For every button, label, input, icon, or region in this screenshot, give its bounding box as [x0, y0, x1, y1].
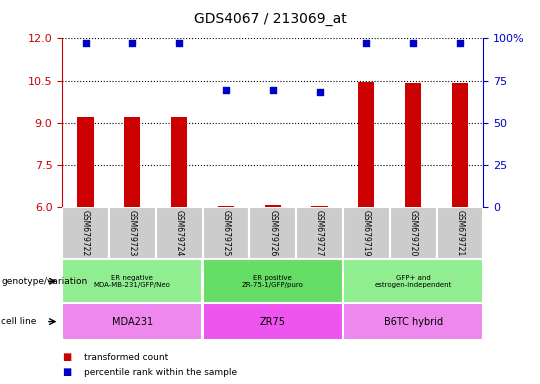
Point [362, 40, 370, 46]
Text: MDA231: MDA231 [112, 316, 153, 327]
Point [409, 40, 417, 46]
Bar [405, 83, 421, 207]
Bar [249, 207, 296, 259]
Point [81, 40, 90, 46]
Text: ER positive
ZR-75-1/GFP/puro: ER positive ZR-75-1/GFP/puro [242, 275, 303, 288]
Bar [109, 207, 156, 259]
Bar [343, 303, 483, 340]
Bar [436, 207, 483, 259]
Text: GSM679724: GSM679724 [174, 210, 184, 257]
Text: genotype/variation: genotype/variation [1, 277, 87, 286]
Bar [62, 303, 202, 340]
Bar [390, 207, 436, 259]
Text: ■: ■ [62, 367, 71, 377]
Bar [202, 207, 249, 259]
Bar [343, 259, 483, 303]
Bar [62, 207, 109, 259]
Bar [124, 117, 140, 207]
Point [456, 40, 464, 46]
Bar [202, 303, 343, 340]
Bar [265, 205, 281, 207]
Bar [451, 83, 468, 207]
Text: ER negative
MDA-MB-231/GFP/Neo: ER negative MDA-MB-231/GFP/Neo [94, 275, 171, 288]
Point [221, 88, 230, 94]
Text: GFP+ and
estrogen-independent: GFP+ and estrogen-independent [374, 275, 452, 288]
Text: GSM679723: GSM679723 [128, 210, 137, 257]
Text: GDS4067 / 213069_at: GDS4067 / 213069_at [194, 12, 346, 25]
Text: GSM679722: GSM679722 [81, 210, 90, 257]
Bar [77, 117, 94, 207]
Point [315, 89, 324, 95]
Text: GSM679726: GSM679726 [268, 210, 277, 257]
Point [175, 40, 184, 46]
Text: ZR75: ZR75 [260, 316, 286, 327]
Bar [171, 117, 187, 207]
Text: cell line: cell line [1, 317, 37, 326]
Text: GSM679719: GSM679719 [362, 210, 371, 257]
Bar [202, 259, 343, 303]
Point [268, 88, 277, 94]
Text: GSM679721: GSM679721 [455, 210, 464, 257]
Text: GSM679727: GSM679727 [315, 210, 324, 257]
Bar [62, 259, 202, 303]
Bar [358, 82, 375, 207]
Text: transformed count: transformed count [84, 353, 168, 362]
Text: B6TC hybrid: B6TC hybrid [383, 316, 443, 327]
Text: ■: ■ [62, 352, 71, 362]
Bar [156, 207, 202, 259]
Bar [311, 206, 328, 207]
Bar [296, 207, 343, 259]
Text: GSM679720: GSM679720 [409, 210, 417, 257]
Text: percentile rank within the sample: percentile rank within the sample [84, 368, 237, 377]
Bar [218, 206, 234, 207]
Text: GSM679725: GSM679725 [221, 210, 231, 257]
Point [128, 40, 137, 46]
Bar [343, 207, 390, 259]
